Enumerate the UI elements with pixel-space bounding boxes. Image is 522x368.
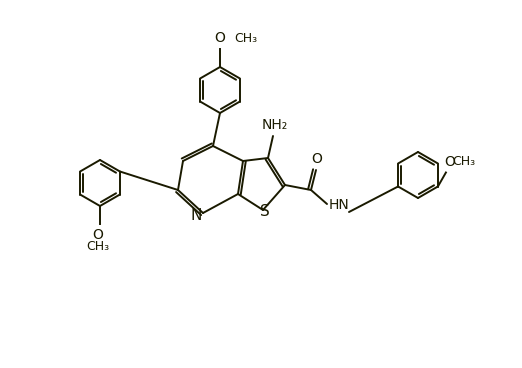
Text: O: O (444, 155, 455, 169)
Text: O: O (92, 228, 103, 242)
Text: S: S (260, 204, 270, 219)
Text: O: O (215, 31, 226, 45)
Text: N: N (191, 208, 201, 223)
Text: CH₃: CH₃ (452, 155, 475, 168)
Text: CH₃: CH₃ (87, 240, 110, 253)
Text: CH₃: CH₃ (234, 32, 257, 46)
Text: O: O (312, 152, 323, 166)
Text: NH₂: NH₂ (262, 118, 288, 132)
Text: HN: HN (329, 198, 350, 212)
